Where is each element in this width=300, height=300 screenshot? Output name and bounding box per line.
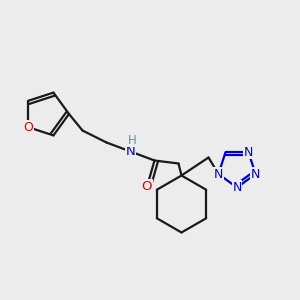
Text: O: O <box>23 121 33 134</box>
Text: N: N <box>214 167 223 181</box>
Text: N: N <box>232 181 242 194</box>
Text: H: H <box>128 134 136 147</box>
Text: N: N <box>244 146 253 159</box>
Text: O: O <box>142 179 152 193</box>
Text: N: N <box>126 145 135 158</box>
Text: N: N <box>251 167 260 181</box>
